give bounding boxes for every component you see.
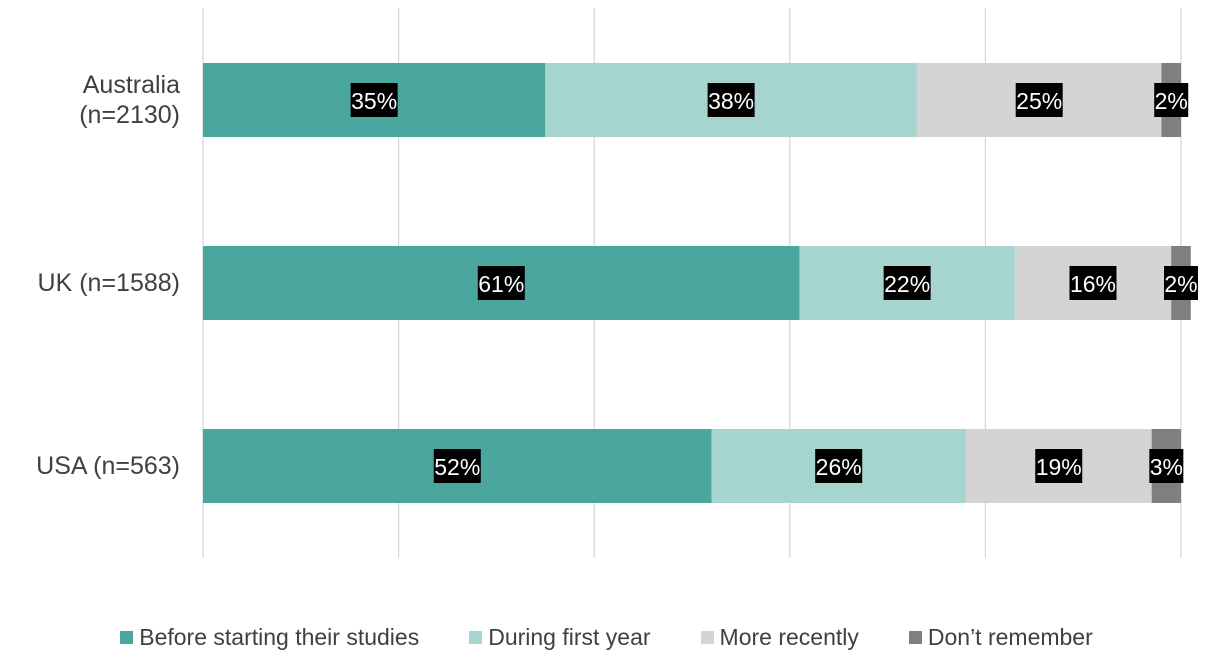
legend-item-before-starting: Before starting their studies [120,624,419,651]
category-label: (n=2130) [79,101,180,129]
data-label: 25% [1015,83,1063,117]
data-label-box [350,83,398,117]
data-label: 2% [1164,266,1198,300]
bars [203,63,1191,503]
data-label-text: 38% [708,88,754,114]
data-label: 35% [350,83,398,117]
data-label-text: 16% [1070,271,1116,297]
data-label-text: 35% [351,88,397,114]
legend-item-more-recently: More recently [700,623,859,651]
data-label-box [815,449,863,483]
legend-swatch [908,630,922,644]
data-label-box [707,83,755,117]
category-label: UK (n=1588) [38,269,180,297]
data-label: 22% [883,266,931,300]
legend-swatch [700,630,714,644]
data-label-box [1015,83,1063,117]
data-label-box [883,266,931,300]
data-label-text: 2% [1155,88,1188,114]
data-label-box [1149,449,1184,483]
data-label-box [477,266,525,300]
legend-item-dont-remember: Don’t remember [908,623,1093,651]
data-label: 38% [707,83,755,117]
legend-swatch [120,630,134,644]
data-label-box [1035,449,1083,483]
legend-label: More recently [719,623,859,650]
data-label: 26% [815,449,863,483]
data-label-text: 19% [1036,454,1082,480]
data-label-text: 52% [434,454,480,480]
data-label-box [1164,266,1198,300]
data-label-box [1069,266,1117,300]
legend-item-during-first-year: During first year [469,623,651,651]
data-label-text: 2% [1164,271,1197,297]
data-label-text: 26% [816,454,862,480]
legend-label: During first year [488,623,651,650]
category-label: Australia [83,71,180,99]
data-label-box [433,449,481,483]
data-label-box [1154,83,1189,117]
data-label-text: 22% [884,271,930,297]
data-labels: 35% 38% 25% 2% 61% 22% 16% 2% 52% 26% 19% 3% [350,83,1198,483]
data-label: 52% [433,449,481,483]
data-label: 3% [1149,449,1184,483]
data-label: 19% [1035,449,1083,483]
data-label: 16% [1069,266,1117,300]
legend-label: Before starting their studies [139,623,420,650]
category-labels: Australia(n=2130) UK (n=1588) USA (n=563) [36,71,180,480]
data-label: 2% [1154,83,1189,117]
data-label-text: 3% [1150,454,1183,480]
category-label: USA (n=563) [36,452,180,480]
legend: Before starting their studies During fir… [0,622,1213,652]
data-label-text: 61% [478,271,524,297]
legend-swatch [469,630,483,644]
data-label: 61% [477,266,525,300]
data-label-text: 25% [1016,88,1062,114]
legend-label: Don’t remember [927,623,1093,650]
